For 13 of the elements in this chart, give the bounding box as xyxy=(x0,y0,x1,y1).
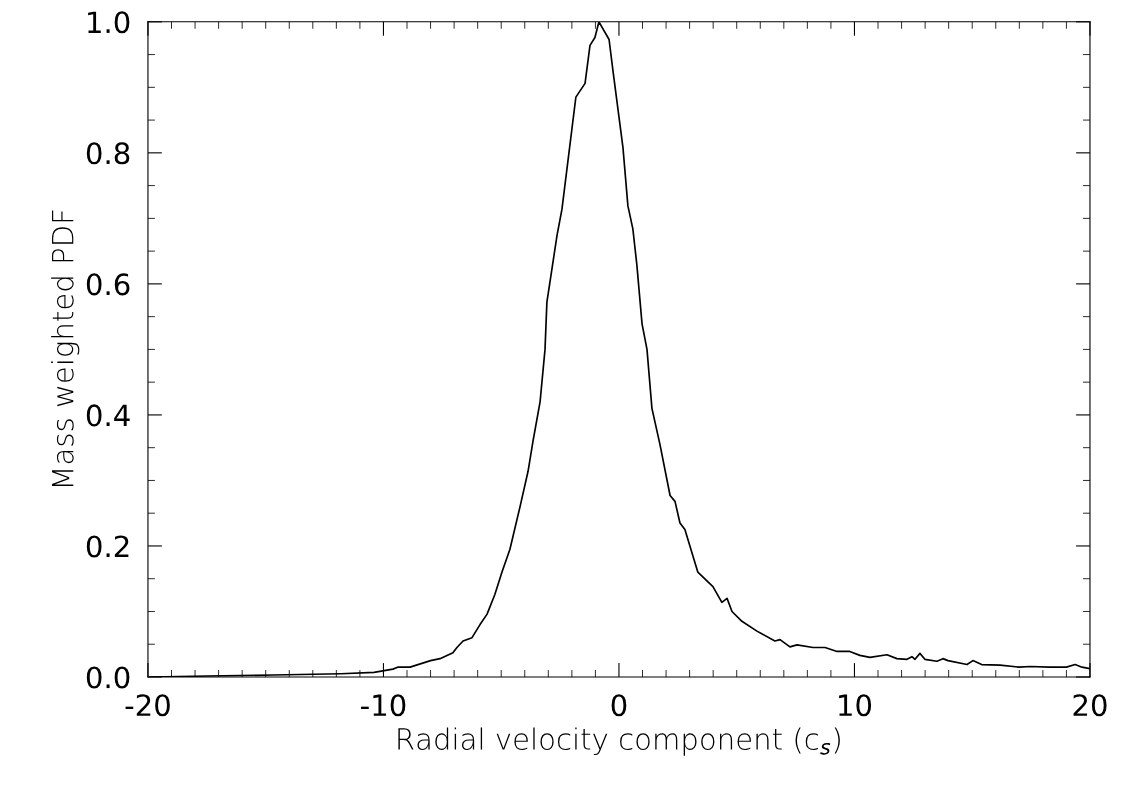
x-tick-label: 20 xyxy=(1073,694,1107,717)
x-tick-label: 0 xyxy=(611,694,627,717)
y-tick-label: 0.0 xyxy=(86,666,130,689)
y-tick-label: 0.8 xyxy=(86,142,130,165)
y-tick-label: 1.0 xyxy=(88,11,130,34)
x-tick-label: 10 xyxy=(839,694,872,717)
x-axis-title: Radial velocity component (c$_{s}$) xyxy=(398,727,840,756)
y-tick-label: 0.6 xyxy=(86,273,130,296)
y-tick-label: 0.2 xyxy=(86,535,129,558)
x-tick-label: -10 xyxy=(361,694,406,717)
y-tick-label: 0.4 xyxy=(86,404,130,427)
x-tick-label: -20 xyxy=(125,694,170,717)
y-axis-title: Mass weighted PDF xyxy=(51,210,80,487)
